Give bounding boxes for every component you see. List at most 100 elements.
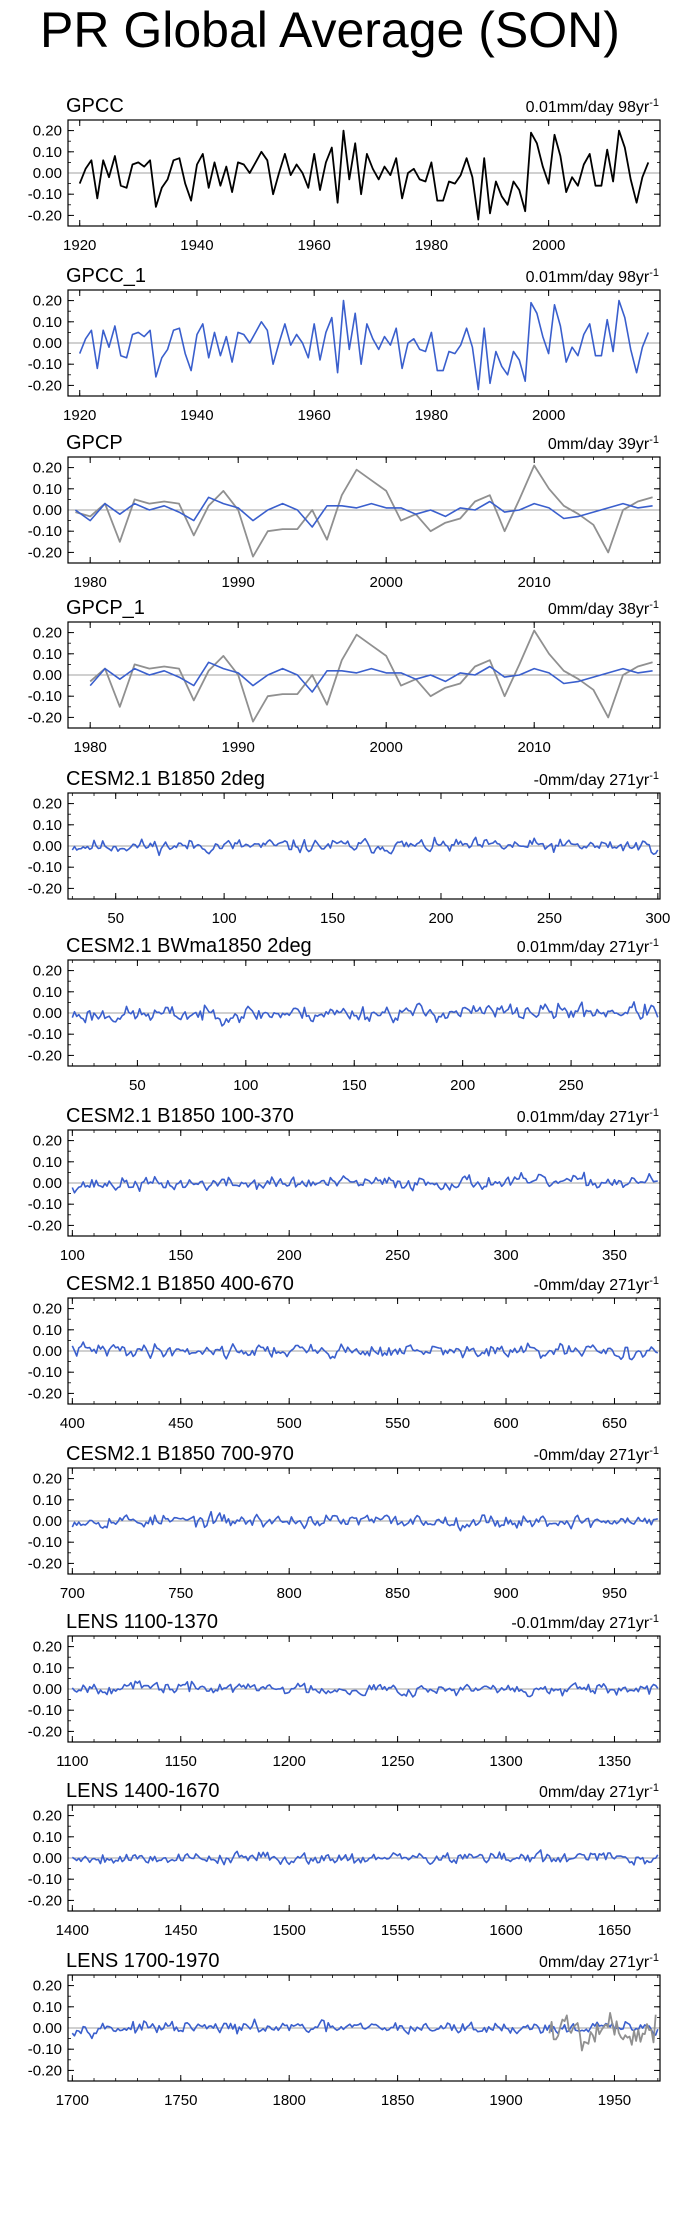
panel-title: LENS 1700-1970 xyxy=(66,1950,219,1972)
x-tick-label: 250 xyxy=(385,1247,410,1264)
trend-exponent: -1 xyxy=(649,1613,659,1625)
x-tick-label: 200 xyxy=(450,1077,475,1094)
y-tick-label: 0.00 xyxy=(33,667,62,684)
plot-frame xyxy=(67,289,661,397)
y-tick-label: 0.20 xyxy=(33,1978,62,1995)
y-tick-label: 0.20 xyxy=(33,1471,62,1488)
y-tick-label: -0.10 xyxy=(28,523,62,540)
trend-exponent: -1 xyxy=(649,1275,659,1287)
y-tick-label: -0.20 xyxy=(28,1385,62,1402)
x-tick-label: 1960 xyxy=(297,407,330,424)
trend-text: 0.01mm/day 271yr xyxy=(517,939,650,956)
series-line-gpcp-gray xyxy=(75,464,653,558)
y-tick-label: 0.10 xyxy=(33,1322,62,1339)
y-tick-label: 0.20 xyxy=(33,460,62,477)
panel-8: CESM2.1 B1850 400-670 -0mm/day 271yr-1 0.2… xyxy=(28,1273,661,1432)
y-tick-label: 0.00 xyxy=(33,165,62,182)
x-tick-label: 1980 xyxy=(74,739,107,756)
trend-text: 0mm/day 271yr xyxy=(539,1954,650,1971)
trend-text: 0.01mm/day 98yr xyxy=(526,99,650,116)
y-tick-label: -0.10 xyxy=(28,186,62,203)
x-tick-label: 2010 xyxy=(518,739,551,756)
x-tick-label: 800 xyxy=(277,1585,302,1602)
trend-exponent: -1 xyxy=(649,770,659,782)
y-tick-label: -0.10 xyxy=(28,1534,62,1551)
series-line-gpcp-blue xyxy=(74,496,653,528)
x-tick-label: 1980 xyxy=(415,407,448,424)
x-tick-label: 2000 xyxy=(370,739,403,756)
trend-label: 0mm/day 271yr-1 xyxy=(539,1782,659,1801)
y-tick-label: 0.20 xyxy=(33,1133,62,1150)
x-tick-label: 650 xyxy=(602,1415,627,1432)
x-tick-label: 1400 xyxy=(56,1922,89,1939)
x-tick-label: 1850 xyxy=(381,2092,414,2109)
y-tick-label: -0.20 xyxy=(28,709,62,726)
y-tick-label: 0.20 xyxy=(33,625,62,642)
plot-frame xyxy=(67,1974,661,2082)
x-tick-label: 950 xyxy=(602,1585,627,1602)
x-tick-label: 1200 xyxy=(272,1753,305,1770)
y-tick-label: 0.00 xyxy=(33,1175,62,1192)
panel-5: CESM2.1 B1850 2deg -0mm/day 271yr-1 0.20 0.… xyxy=(28,768,671,927)
panel-1: GPCC 0.01mm/day 98yr-1 0.20 0.10 0.00 -0.10 -0… xyxy=(28,95,661,254)
panel-title: GPCC xyxy=(66,95,124,117)
series-line-b1850-2deg xyxy=(71,836,659,857)
trend-exponent: -1 xyxy=(649,97,659,109)
y-tick-label: -0.20 xyxy=(28,1217,62,1234)
y-tick-label: 0.20 xyxy=(33,1808,62,1825)
y-tick-label: -0.20 xyxy=(28,1723,62,1740)
trend-exponent: -1 xyxy=(649,1952,659,1964)
y-tick-label: 0.20 xyxy=(33,1639,62,1656)
x-tick-label: 400 xyxy=(60,1415,85,1432)
trend-text: 0.01mm/day 271yr xyxy=(517,1109,650,1126)
y-tick-label: -0.20 xyxy=(28,1555,62,1572)
y-tick-label: -0.10 xyxy=(28,1196,62,1213)
x-tick-label: 600 xyxy=(494,1415,519,1432)
y-tick-label: -0.10 xyxy=(28,1871,62,1888)
y-tick-label: -0.10 xyxy=(28,859,62,876)
x-tick-label: 100 xyxy=(233,1077,258,1094)
x-tick-label: 250 xyxy=(537,910,562,927)
x-tick-label: 1450 xyxy=(164,1922,197,1939)
y-tick-label: 0.20 xyxy=(33,796,62,813)
x-tick-label: 200 xyxy=(277,1247,302,1264)
plot-frame xyxy=(67,1297,661,1405)
trend-text: 0mm/day 38yr xyxy=(548,601,650,618)
series-line-gpcc-1 xyxy=(78,299,650,391)
series-line-lens-1100-1370 xyxy=(71,1680,659,1698)
trend-exponent: -1 xyxy=(649,599,659,611)
x-tick-label: 1990 xyxy=(222,739,255,756)
panel-title: GPCP_1 xyxy=(66,597,145,619)
plot-frame xyxy=(67,1129,661,1237)
trend-text: -0mm/day 271yr xyxy=(534,1277,650,1294)
x-tick-label: 1940 xyxy=(180,237,213,254)
x-tick-label: 900 xyxy=(494,1585,519,1602)
y-tick-label: 0.10 xyxy=(33,817,62,834)
y-tick-label: -0.10 xyxy=(28,688,62,705)
y-tick-label: 0.00 xyxy=(33,502,62,519)
panel-title: LENS 1100-1370 xyxy=(66,1611,218,1633)
x-tick-label: 300 xyxy=(494,1247,519,1264)
trend-label: 0mm/day 271yr-1 xyxy=(539,1952,659,1971)
x-tick-label: 1250 xyxy=(381,1753,414,1770)
x-tick-label: 1960 xyxy=(297,237,330,254)
trend-label: 0.01mm/day 98yr-1 xyxy=(526,97,659,116)
y-tick-label: 0.10 xyxy=(33,1660,62,1677)
panel-title: CESM2.1 B1850 100-370 xyxy=(66,1105,294,1127)
y-tick-label: 0.10 xyxy=(33,1492,62,1509)
y-tick-label: 0.20 xyxy=(33,963,62,980)
plot-frame xyxy=(67,1467,661,1575)
panel-4: GPCP_1 0mm/day 38yr-1 0.20 0.10 0.00 -0.10 -0.… xyxy=(28,597,661,756)
x-tick-label: 550 xyxy=(385,1415,410,1432)
x-tick-label: 250 xyxy=(559,1077,584,1094)
x-tick-label: 450 xyxy=(168,1415,193,1432)
x-tick-label: 350 xyxy=(602,1247,627,1264)
x-tick-label: 1100 xyxy=(56,1753,88,1770)
x-tick-label: 2000 xyxy=(532,237,565,254)
x-tick-label: 300 xyxy=(645,910,670,927)
y-tick-label: -0.10 xyxy=(28,1702,62,1719)
x-tick-label: 1920 xyxy=(63,407,96,424)
plot-frame xyxy=(67,1804,661,1912)
trend-label: 0mm/day 39yr-1 xyxy=(548,434,659,453)
